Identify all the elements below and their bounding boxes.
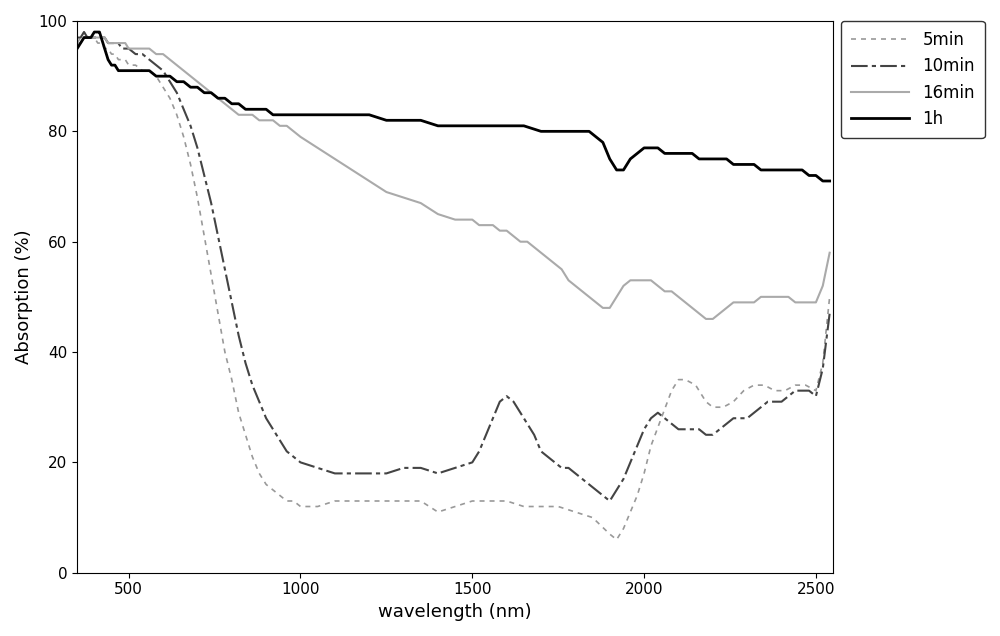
- 10min: [824, 310, 836, 317]
- Legend: 5min, 10min, 16min, 1h: 5min, 10min, 16min, 1h: [841, 21, 985, 138]
- 5min: [71, 39, 83, 47]
- Line: 5min: 5min: [77, 32, 830, 539]
- 5min: [281, 497, 293, 505]
- 5min: [78, 28, 90, 36]
- 16min: [672, 293, 684, 301]
- 1h: [112, 67, 124, 74]
- 16min: [734, 298, 746, 306]
- 10min: [604, 497, 616, 505]
- 16min: [178, 67, 190, 74]
- 1h: [824, 177, 836, 185]
- Line: 10min: 10min: [77, 32, 830, 501]
- 16min: [617, 282, 629, 289]
- 10min: [776, 398, 788, 406]
- 1h: [776, 166, 788, 174]
- 16min: [78, 34, 90, 41]
- 16min: [415, 199, 427, 207]
- 16min: [700, 315, 712, 322]
- 5min: [75, 34, 87, 41]
- 1h: [817, 177, 829, 185]
- 10min: [219, 265, 231, 273]
- 10min: [71, 34, 83, 41]
- 5min: [655, 415, 667, 422]
- 10min: [769, 398, 781, 406]
- 5min: [690, 382, 702, 389]
- 10min: [78, 28, 90, 36]
- Line: 16min: 16min: [77, 38, 830, 319]
- 16min: [824, 249, 836, 256]
- 16min: [71, 39, 83, 47]
- 1h: [198, 89, 210, 97]
- 1h: [71, 45, 83, 52]
- 1h: [294, 111, 306, 118]
- 5min: [824, 293, 836, 301]
- 10min: [789, 387, 801, 394]
- 5min: [611, 536, 623, 543]
- 1h: [88, 28, 100, 36]
- 1h: [415, 116, 427, 124]
- 16min: [157, 50, 169, 58]
- 5min: [329, 497, 341, 505]
- 5min: [92, 39, 104, 47]
- 10min: [535, 448, 547, 455]
- Y-axis label: Absorption (%): Absorption (%): [15, 230, 33, 364]
- X-axis label: wavelength (nm): wavelength (nm): [378, 603, 532, 621]
- 10min: [755, 403, 767, 411]
- Line: 1h: 1h: [77, 32, 830, 181]
- 1h: [466, 122, 478, 130]
